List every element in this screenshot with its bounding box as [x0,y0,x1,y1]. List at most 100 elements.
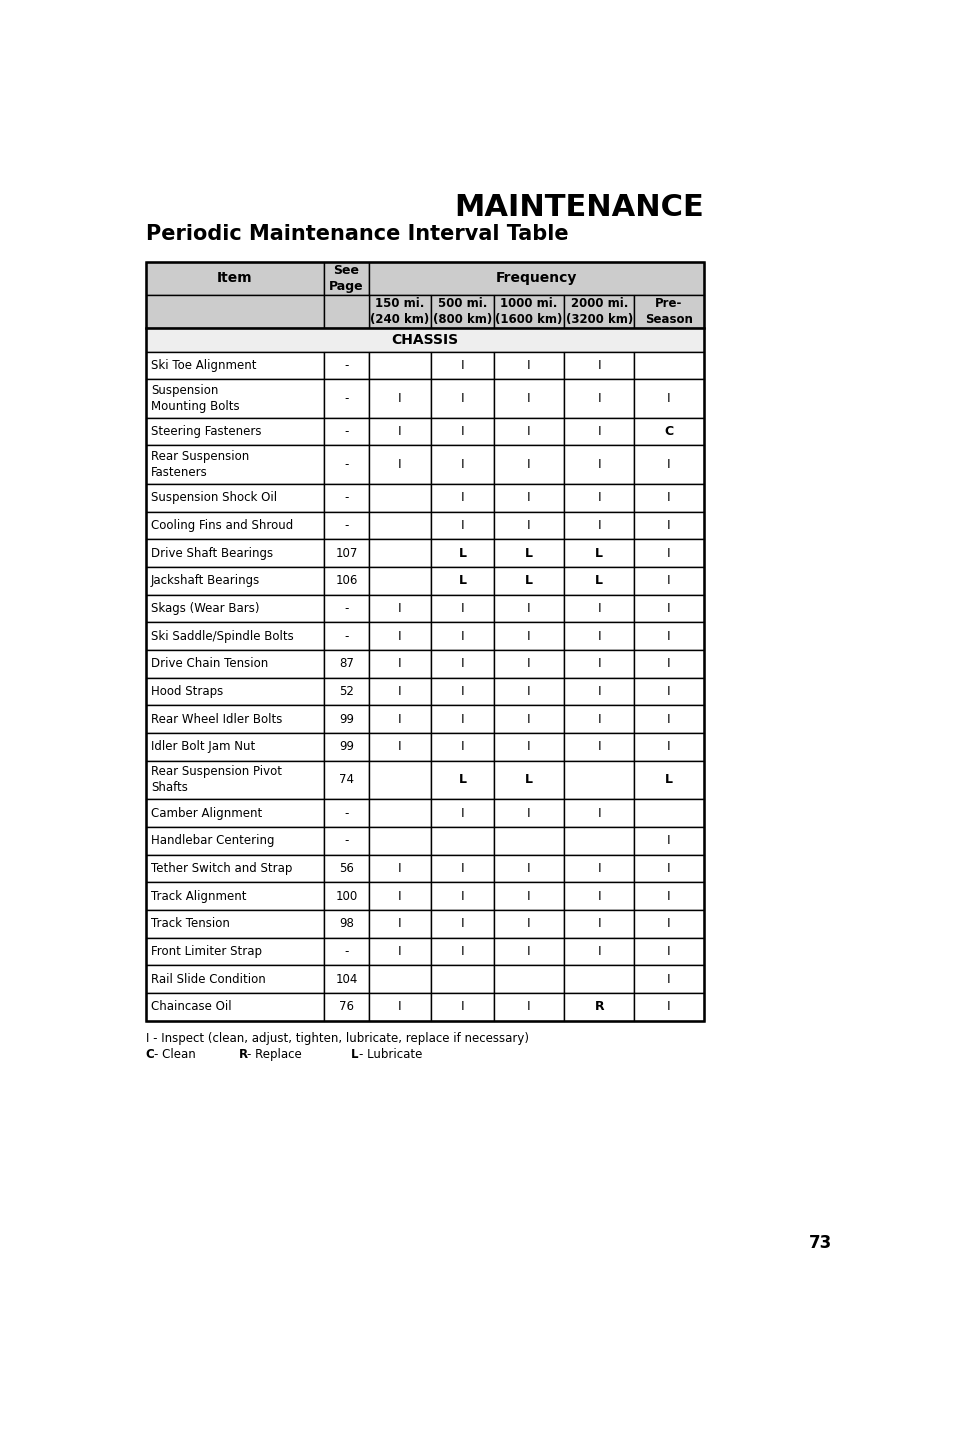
Bar [634,938,703,965]
Bar [634,855,703,883]
Text: 73: 73 [808,1233,831,1252]
Bar [324,678,369,705]
Bar [369,650,431,678]
Bar [369,938,431,965]
Text: I: I [397,458,401,471]
Bar [563,539,634,567]
Bar [431,883,494,910]
Bar [563,352,634,379]
Bar [146,352,324,379]
Text: 107: 107 [335,547,357,560]
Text: I: I [527,359,530,372]
Text: I: I [527,862,530,875]
Bar [634,595,703,622]
Bar [494,883,563,910]
Bar [431,910,494,938]
Text: I: I [460,1000,464,1013]
Text: I: I [666,890,670,903]
Text: I: I [397,862,401,875]
Bar [494,733,563,760]
Bar [431,965,494,993]
Bar [634,883,703,910]
Bar [563,678,634,705]
Bar [634,352,703,379]
Text: I: I [597,602,600,615]
Text: MAINTENANCE: MAINTENANCE [454,193,703,222]
Text: I: I [397,890,401,903]
Text: L: L [458,574,466,587]
Text: Drive Chain Tension: Drive Chain Tension [151,657,268,670]
Bar [634,705,703,733]
Text: I: I [597,519,600,532]
Bar [563,733,634,760]
Bar [324,295,369,329]
Text: Steering Fasteners: Steering Fasteners [151,425,261,438]
Text: 2000 mi.
(3200 km): 2000 mi. (3200 km) [565,297,632,326]
Bar [431,855,494,883]
Bar [634,650,703,678]
Bar [634,512,703,539]
Text: I: I [597,657,600,670]
Bar [494,760,563,800]
Text: -: - [344,425,348,438]
Bar [324,512,369,539]
Text: I: I [460,458,464,471]
Text: I: I [666,630,670,643]
Bar [563,993,634,1021]
Bar [563,938,634,965]
Bar [324,993,369,1021]
Text: I: I [397,1000,401,1013]
Text: Idler Bolt Jam Nut: Idler Bolt Jam Nut [151,740,255,753]
Bar [431,567,494,595]
Bar [563,417,634,445]
Text: 104: 104 [335,973,357,986]
Text: -: - [344,393,348,406]
Text: L: L [524,547,533,560]
Text: Rear Suspension Pivot
Shafts: Rear Suspension Pivot Shafts [151,765,282,794]
Bar [369,883,431,910]
Text: I: I [397,945,401,958]
Bar [324,595,369,622]
Text: I: I [666,740,670,753]
Bar [494,512,563,539]
Bar [494,352,563,379]
Text: 99: 99 [338,740,354,753]
Bar [494,855,563,883]
Bar [494,539,563,567]
Text: -: - [344,835,348,848]
Text: I: I [666,657,670,670]
Text: I: I [527,945,530,958]
Bar [494,993,563,1021]
Bar [431,622,494,650]
Bar [494,650,563,678]
Text: 87: 87 [338,657,354,670]
Text: I: I [597,359,600,372]
Bar [563,512,634,539]
Text: I: I [397,917,401,931]
Text: Camber Alignment: Camber Alignment [151,807,262,820]
Bar [431,379,494,417]
Text: 150 mi.
(240 km): 150 mi. (240 km) [370,297,429,326]
Text: Tether Switch and Strap: Tether Switch and Strap [151,862,292,875]
Bar [369,417,431,445]
Text: I - Inspect (clean, adjust, tighten, lubricate, replace if necessary): I - Inspect (clean, adjust, tighten, lub… [146,1032,528,1045]
Text: - Clean: - Clean [154,1048,195,1060]
Text: I: I [397,393,401,406]
Text: 500 mi.
(800 km): 500 mi. (800 km) [433,297,492,326]
Bar [146,827,324,855]
Text: Frequency: Frequency [495,272,577,285]
Text: I: I [527,685,530,698]
Text: I: I [397,425,401,438]
Bar [369,993,431,1021]
Bar [369,512,431,539]
Text: L: L [664,774,672,787]
Bar [634,539,703,567]
Bar [324,855,369,883]
Text: -: - [344,458,348,471]
Bar [563,910,634,938]
Text: I: I [527,807,530,820]
Bar [324,379,369,417]
Text: I: I [527,740,530,753]
Text: Skags (Wear Bars): Skags (Wear Bars) [151,602,259,615]
Bar [324,733,369,760]
